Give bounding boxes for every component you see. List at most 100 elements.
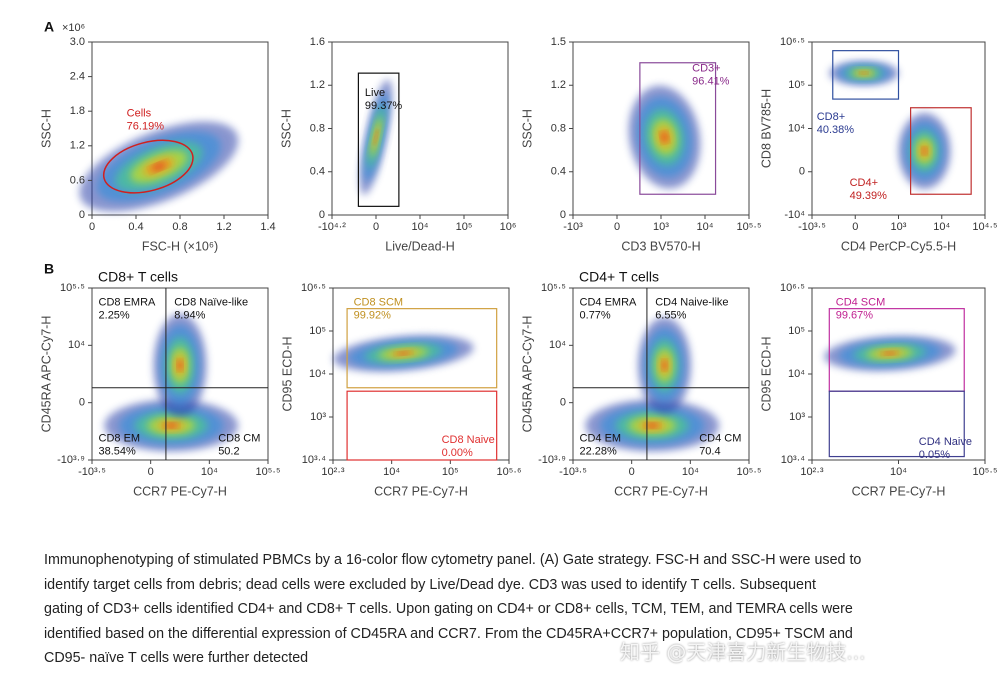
x-tick-label: 10⁵·⁵ xyxy=(736,466,761,478)
x-tick-label: 10⁴ xyxy=(383,466,400,478)
x-axis-label: FSC-H (×10⁶) xyxy=(142,239,218,253)
y-tick-label: 10⁴ xyxy=(788,368,805,380)
gate-value: 40.38% xyxy=(817,124,855,136)
watermark: 知乎 @天津喜力新生物技... xyxy=(620,640,866,664)
plots: A B 0 0.4 0.8 1.2 1.4 0 0.6 1.2 1.8 2.4 3.0 ×10⁶ FSC… xyxy=(39,19,997,499)
y-tick-label: -10⁴ xyxy=(784,209,805,221)
plot-title: CD4+ T cells xyxy=(579,269,659,285)
y-tick-label: 10⁵·⁵ xyxy=(60,282,85,294)
plot: 10²·³ 10⁴ 10⁵ 10⁵·⁶ 10³·⁴ 10³ 10⁴ 10⁵ 10⁶·⁵ CCR7 … xyxy=(280,282,521,498)
x-tick-label: 10⁵·⁵ xyxy=(972,466,997,478)
gate-name: CD8 EMRA xyxy=(99,297,157,309)
x-tick-label: 0 xyxy=(852,221,858,233)
caption-line: gating of CD3+ cells identified CD4+ and… xyxy=(44,601,853,617)
y-tick-label: 10⁵ xyxy=(309,325,326,337)
y-axis-label: CD8 BV785-H xyxy=(759,89,773,168)
caption: Immunophenotyping of stimulated PBMCs by… xyxy=(44,548,999,671)
gate-value: 99.67% xyxy=(836,310,874,322)
gate-value: 99.37% xyxy=(365,100,403,112)
density-cloud xyxy=(397,351,410,355)
gate xyxy=(639,62,717,195)
x-axis-label: CCR7 PE-Cy7-H xyxy=(852,484,946,498)
gate-value: 2.25% xyxy=(99,310,130,322)
x-tick-label: 10²·³ xyxy=(800,466,824,478)
y-tick-label: 0.8 xyxy=(551,122,566,134)
gate-name: CD4+ xyxy=(850,177,878,189)
x-tick-label: -10³·⁵ xyxy=(559,466,587,478)
y-axis-label: SSC-H xyxy=(279,109,293,148)
density-cloud xyxy=(374,131,378,143)
gate-name: CD4 EMRA xyxy=(580,297,638,309)
axis-unit: ×10⁶ xyxy=(62,22,85,34)
gate-name: CD8 Naive xyxy=(442,434,495,446)
y-tick-label: 0.4 xyxy=(551,166,566,178)
y-tick-label: 0.8 xyxy=(310,122,325,134)
gate-name: Live xyxy=(365,87,385,99)
y-tick-label: 10⁵·⁵ xyxy=(541,282,566,294)
x-tick-label: 0 xyxy=(614,221,620,233)
density-cloud xyxy=(661,132,668,142)
x-tick-label: 10⁴·⁵ xyxy=(972,221,997,233)
x-tick-label: 0.8 xyxy=(172,221,187,233)
gate-value: 49.39% xyxy=(850,190,888,202)
y-axis-label: CD45RA APC-Cy7-H xyxy=(39,316,53,433)
x-tick-label: 0 xyxy=(148,466,154,478)
gate-value: 38.54% xyxy=(99,445,137,457)
x-tick-label: 10⁴ xyxy=(412,221,429,233)
y-tick-label: 10⁴ xyxy=(309,368,326,380)
y-axis-label: SSC-H xyxy=(39,109,53,148)
y-axis-label: CD95 ECD-H xyxy=(759,336,773,411)
gate-name: CD4 EM xyxy=(580,432,622,444)
y-tick-label: 10⁶·⁵ xyxy=(780,282,805,294)
gate xyxy=(828,390,965,458)
x-tick-label: 10⁵·⁵ xyxy=(255,466,280,478)
gate-value: 70.4 xyxy=(699,445,720,457)
gate-value: 76.19% xyxy=(127,121,165,133)
y-tick-label: 2.4 xyxy=(70,71,85,83)
panel-label: A xyxy=(44,19,54,35)
x-axis-label: Live/Dead-H xyxy=(385,239,454,253)
caption-line: Immunophenotyping of stimulated PBMCs by… xyxy=(44,552,862,568)
plot: 0 0.4 0.8 1.2 1.4 0 0.6 1.2 1.8 2.4 3.0 ×10⁶ FSC-H (… xyxy=(39,22,275,253)
y-tick-label: 10³ xyxy=(310,411,326,423)
y-tick-label: 10⁵ xyxy=(788,325,805,337)
y-tick-label: 1.2 xyxy=(551,79,566,91)
gate-name: CD3+ xyxy=(692,63,720,75)
caption-line: CD95- naïve T cells were further detecte… xyxy=(44,650,309,666)
x-tick-label: 10⁵·⁶ xyxy=(497,466,522,478)
panel-label: B xyxy=(44,261,54,277)
gate-name: CD8 Naïve-like xyxy=(174,297,248,309)
x-tick-label: -10³ xyxy=(563,221,583,233)
density-cloud xyxy=(165,423,178,428)
x-tick-label: 10⁴ xyxy=(697,221,714,233)
x-tick-label: 10⁴ xyxy=(682,466,699,478)
plot: -10⁴·² 0 10⁴ 10⁵ 10⁶00.40.81.21.6Live/Dead-H… xyxy=(279,36,516,253)
x-tick-label: 0 xyxy=(629,466,635,478)
y-tick-label: 10⁵ xyxy=(788,79,805,91)
x-axis-label: CCR7 PE-Cy7-H xyxy=(374,484,468,498)
gate xyxy=(357,72,400,207)
y-tick-label: 10⁶·⁵ xyxy=(780,36,805,48)
gate xyxy=(346,308,498,389)
caption-line: identify target cells from debris; dead … xyxy=(44,576,816,593)
x-tick-label: 10⁴ xyxy=(933,221,950,233)
y-tick-label: 1.8 xyxy=(70,105,85,117)
density-cloud xyxy=(151,162,167,171)
x-tick-label: 10⁵·⁵ xyxy=(736,221,761,233)
y-tick-label: 10⁶·⁵ xyxy=(301,282,326,294)
x-tick-label: 10⁶ xyxy=(500,221,517,233)
gate-name: CD8+ xyxy=(817,111,845,123)
y-tick-label: 0 xyxy=(79,209,85,221)
x-tick-label: 10³ xyxy=(653,221,669,233)
gate-name: Cells xyxy=(127,108,152,120)
x-tick-label: 0 xyxy=(373,221,379,233)
plot: -10³·⁵ 0 10⁴ 10⁵·⁵ -10³·⁹ 0 10⁴ 10⁵·⁵ CCR7 PE-Cy… xyxy=(520,269,761,499)
plot: -10³·⁵ 0 10³ 10⁴ 10⁴·⁵ -10⁴ 0 10⁴ 10⁵ 10⁶·⁵ CD4 Pe… xyxy=(759,36,997,253)
x-tick-label: 1.4 xyxy=(260,221,275,233)
y-tick-label: 10⁴ xyxy=(549,339,566,351)
gate-value: 50.2 xyxy=(218,445,239,457)
plot: -10³·⁵ 0 10⁴ 10⁵·⁵ -10³·⁹ 0 10⁴ 10⁵·⁵ CCR7 PE-Cy… xyxy=(39,269,280,499)
y-tick-label: 0.6 xyxy=(70,174,85,186)
